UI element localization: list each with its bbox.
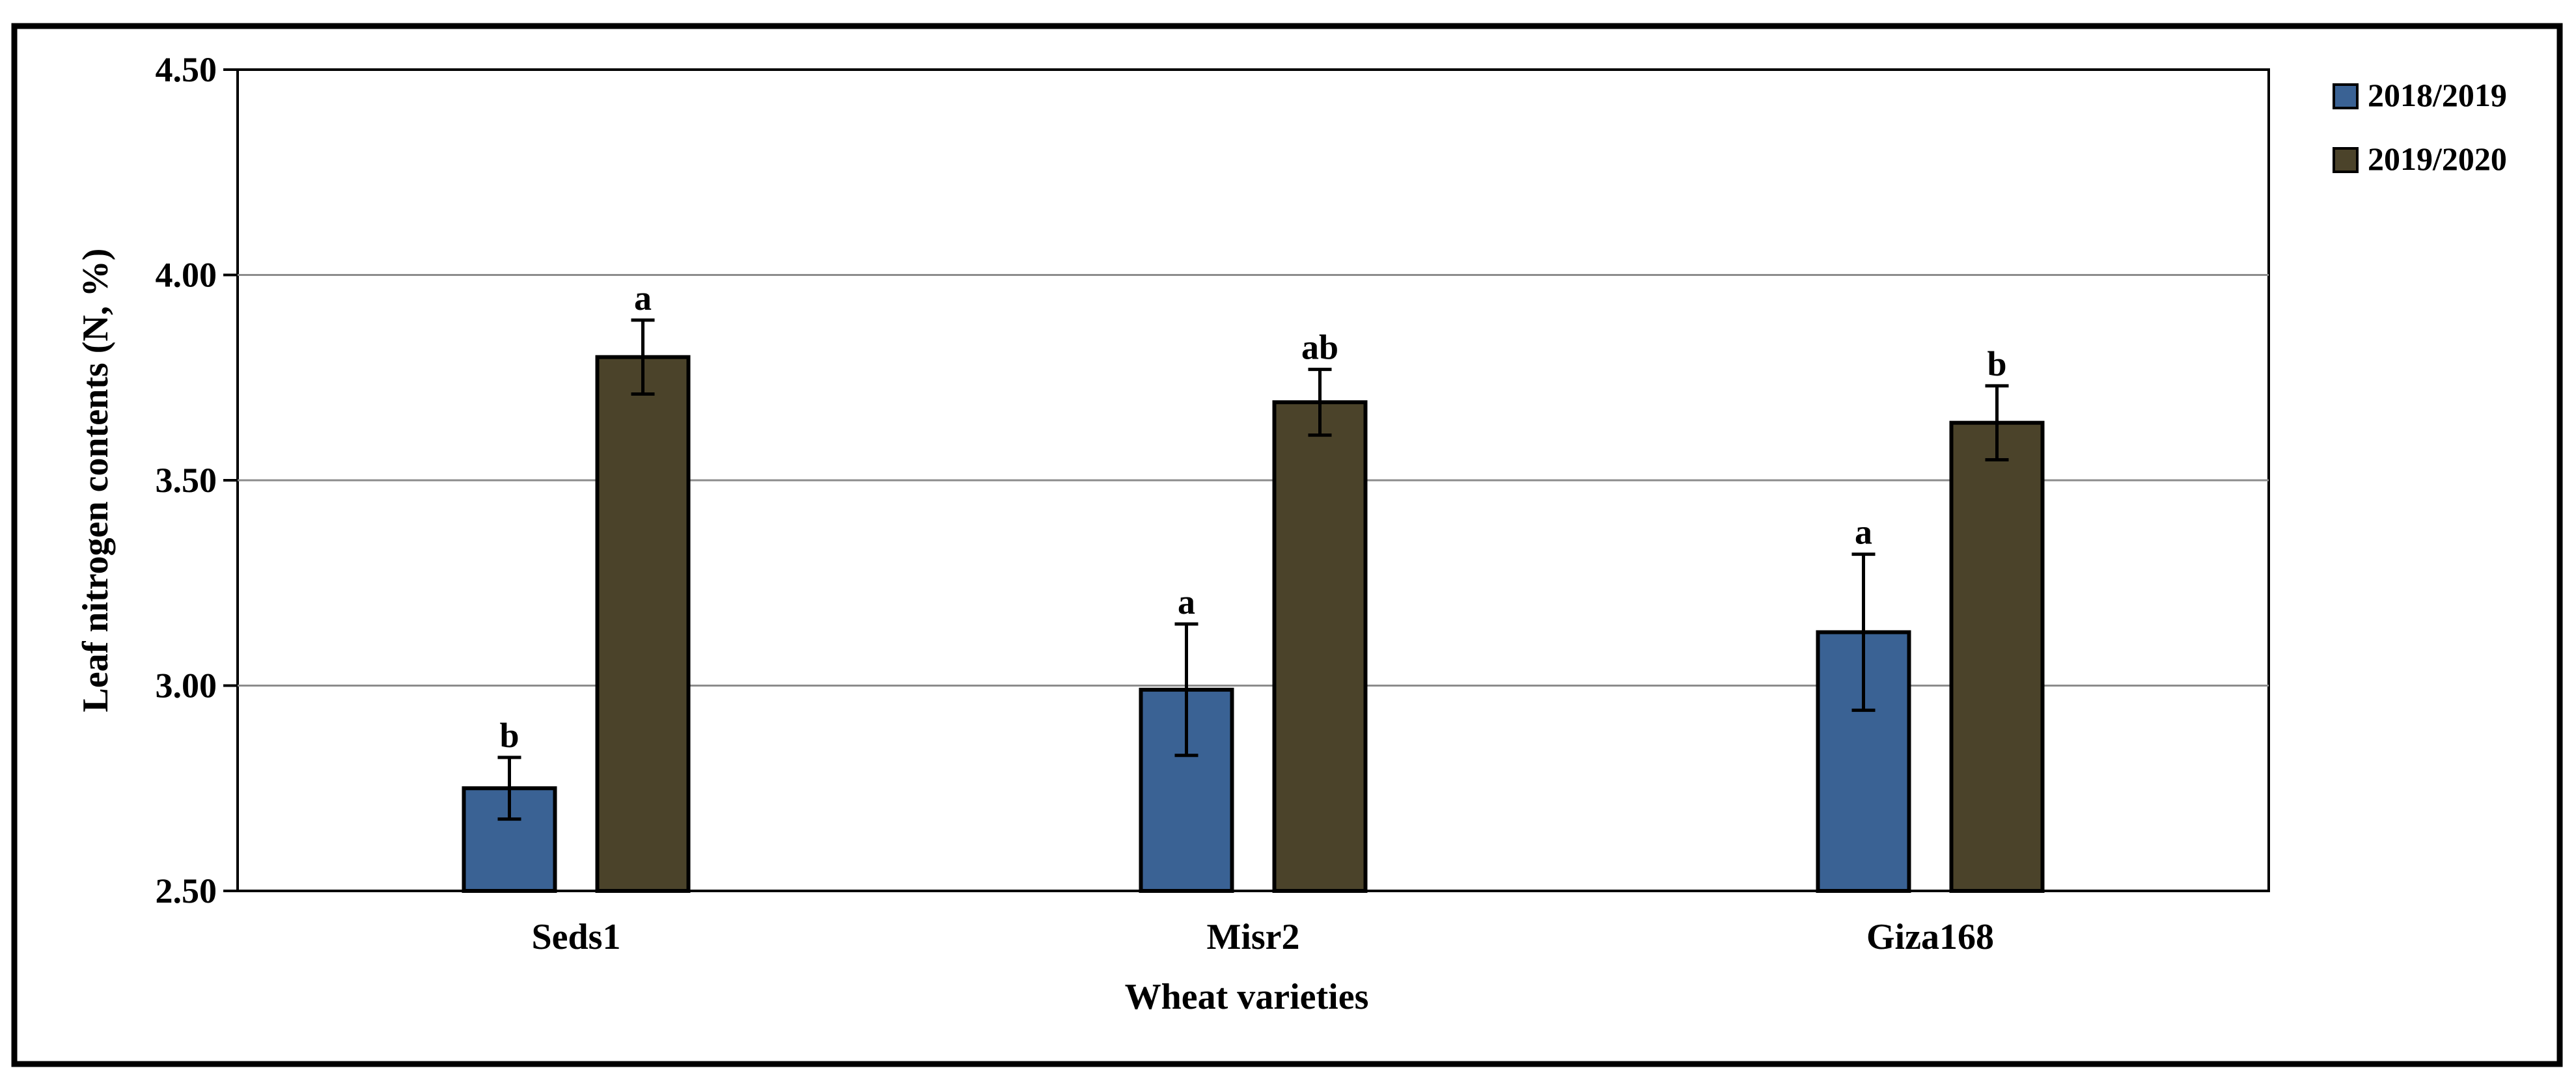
bar-2019-2020-misr2 — [1272, 400, 1368, 893]
legend-swatch — [2333, 83, 2359, 109]
bar-2018-2019-misr2 — [1139, 687, 1234, 894]
bar-2019-2020-giza168 — [1949, 420, 2045, 893]
legend-label: 2019/2020 — [2368, 141, 2507, 177]
x-axis-title: Wheat varieties — [1125, 977, 1369, 1017]
bar-2019-2020-seds1 — [595, 355, 691, 893]
bars — [462, 355, 2045, 894]
significance-letter: b — [499, 716, 519, 755]
significance-letter: a — [1178, 582, 1195, 621]
y-tick-label: 2.50 — [156, 871, 217, 910]
significance-letter: ab — [1301, 328, 1338, 367]
y-axis-title: Leaf nitrogen contents (N, %) — [76, 249, 116, 713]
significance-letter: a — [1855, 513, 1872, 552]
x-axis-categories: Seds1 Misr2 Giza168 — [532, 917, 1994, 957]
x-category-label: Misr2 — [1206, 917, 1299, 957]
legend-swatch — [2333, 147, 2359, 173]
bar-2018-2019-giza168 — [1816, 630, 1911, 893]
significance-letter: a — [634, 279, 652, 318]
x-category-label: Seds1 — [532, 917, 621, 957]
gridlines — [238, 274, 2269, 687]
y-tick-label: 3.50 — [156, 461, 217, 500]
y-tick-label: 4.50 — [156, 50, 217, 89]
y-tick-label: 3.00 — [156, 666, 217, 705]
x-category-label: Giza168 — [1866, 917, 1994, 957]
y-tick-label: 4.00 — [156, 256, 217, 295]
legend: 2018/2019 2019/2020 — [2333, 77, 2507, 177]
error-bars — [497, 318, 2009, 821]
y-axis-ticks: 2.50 3.00 3.50 4.00 4.50 — [156, 50, 238, 910]
significance-letter: b — [1987, 344, 2006, 383]
legend-label: 2018/2019 — [2368, 77, 2507, 113]
